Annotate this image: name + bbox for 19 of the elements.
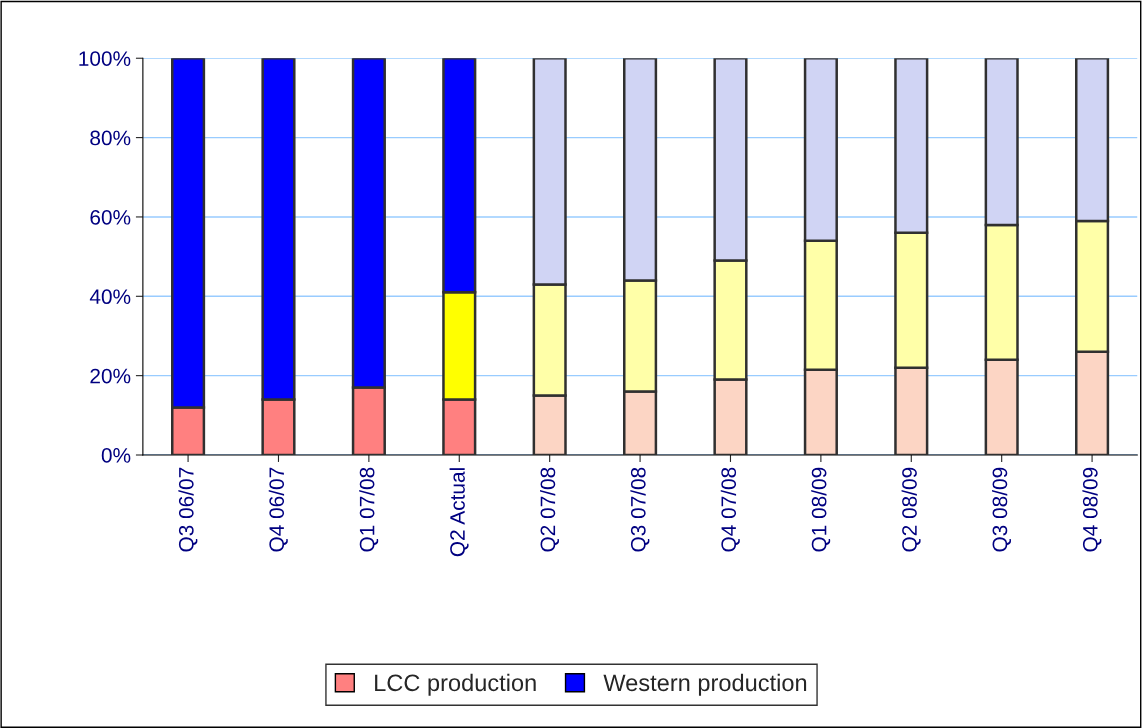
x-tick-label: Q1 07/08 [359, 467, 379, 552]
legend-label: LCC production [375, 673, 536, 696]
y-tick-label: 100% [79, 51, 131, 66]
y-tick-label: 20% [90, 368, 131, 384]
x-tick-label: Q3 07/08 [630, 467, 650, 552]
x-tick-label: Q4 07/08 [720, 467, 740, 552]
legend-label: Western production [603, 673, 807, 696]
x-tick-label: Q2 07/08 [539, 467, 559, 552]
x-tick-label: Q3 08/09 [991, 467, 1012, 552]
y-tick-label: 80% [90, 130, 131, 146]
x-tick-label: Q3 06/07 [178, 467, 198, 552]
y-tick-label: 0% [101, 448, 131, 463]
x-tick-label: Q4 08/09 [1082, 467, 1102, 552]
x-tick-label: Q2 Actual [449, 468, 469, 557]
y-tick-label: 40% [89, 289, 131, 305]
x-tick-label: Q2 08/09 [901, 467, 921, 552]
x-tick-label: Q4 06/07 [268, 467, 288, 552]
x-tick-label: Q1 08/09 [811, 467, 831, 552]
y-tick-label: 60% [90, 209, 131, 225]
